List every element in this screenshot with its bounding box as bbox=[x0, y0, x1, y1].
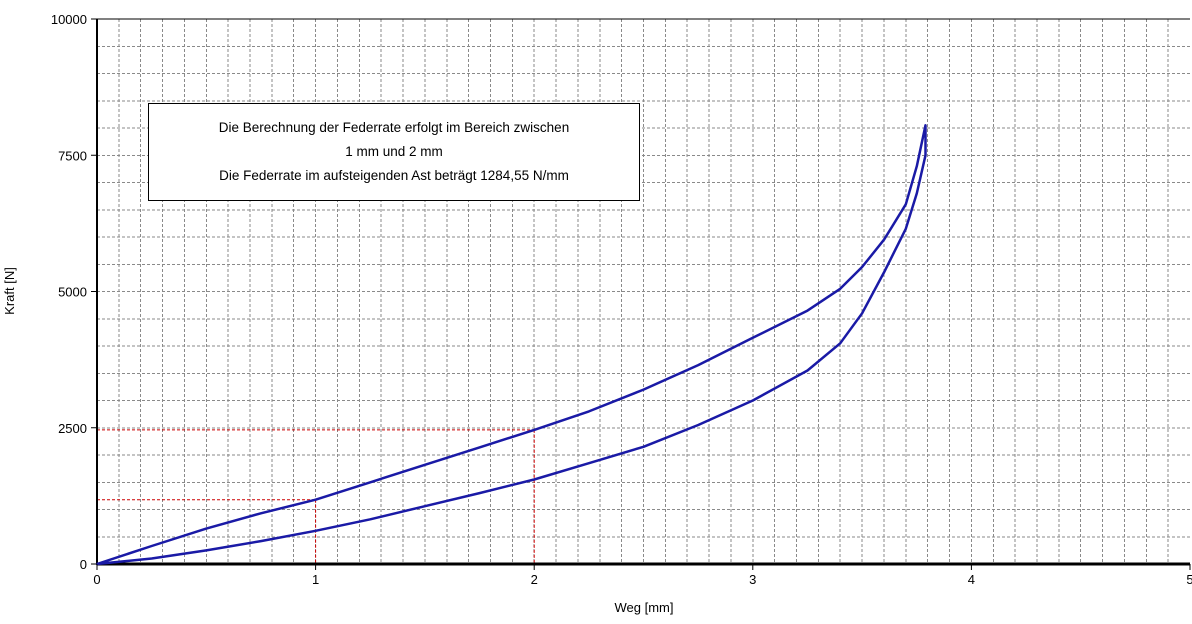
x-tick-label: 1 bbox=[312, 572, 319, 587]
series-layer bbox=[95, 124, 927, 566]
x-tick-label: 0 bbox=[93, 572, 100, 587]
y-tick-label: 7500 bbox=[58, 148, 87, 163]
series-line-hysteresis bbox=[95, 124, 927, 566]
y-axis-title: Kraft [N] bbox=[2, 267, 17, 315]
x-axis-title: Weg [mm] bbox=[615, 600, 674, 615]
annotation-line-1: Die Berechnung der Federrate erfolgt im … bbox=[218, 120, 570, 135]
y-tick-label: 0 bbox=[80, 557, 87, 572]
y-tick-label: 5000 bbox=[58, 285, 87, 300]
x-tick-label: 4 bbox=[968, 572, 975, 587]
x-tick-label: 5 bbox=[1186, 572, 1192, 587]
grid-layer bbox=[97, 19, 1190, 564]
annotation-line-2: 1 mm und 2 mm bbox=[345, 144, 443, 159]
x-tick-label: 3 bbox=[749, 572, 756, 587]
annotation-line-3: Die Federrate im aufsteigenden Ast beträ… bbox=[219, 168, 569, 183]
y-tick-label: 10000 bbox=[51, 12, 87, 27]
tick-labels: 0 1 2 3 4 5 0 2500 5000 7500 10000 bbox=[51, 12, 1192, 587]
y-tick-label: 2500 bbox=[58, 421, 87, 436]
annotation-box: Die Berechnung der Federrate erfolgt im … bbox=[148, 103, 640, 201]
x-tick-label: 2 bbox=[531, 572, 538, 587]
